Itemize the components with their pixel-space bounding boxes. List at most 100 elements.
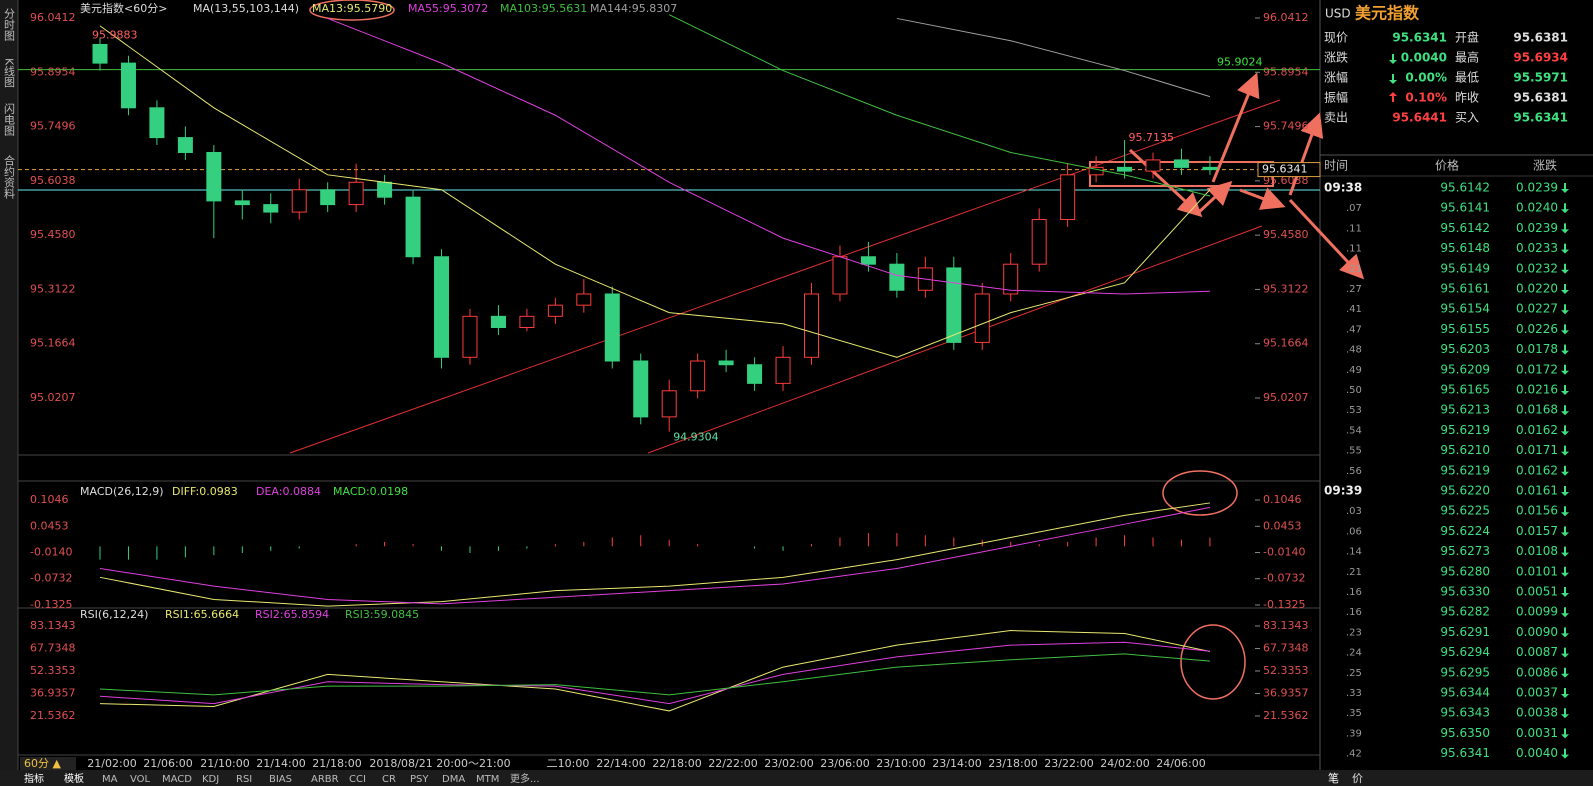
tick-price: 95.6210 bbox=[1440, 443, 1490, 457]
toolbar-tab[interactable]: VOL bbox=[130, 774, 151, 785]
tick-change: 0.0232 bbox=[1516, 261, 1558, 275]
period-box bbox=[20, 757, 76, 770]
last-box bbox=[1257, 162, 1321, 178]
y-tick-label: 95.4580 bbox=[1263, 228, 1309, 241]
y-tick-label: 96.0412 bbox=[30, 11, 76, 24]
toolbar-tab[interactable]: RSI bbox=[236, 774, 252, 785]
rsi-legend: RSI2:65.8594 bbox=[255, 608, 329, 621]
ma-line bbox=[668, 14, 1211, 197]
toolbar-tab[interactable]: PSY bbox=[410, 774, 429, 785]
last-label: 95.6341 bbox=[1262, 163, 1308, 176]
toolbar-tab[interactable]: 更多... bbox=[510, 772, 540, 785]
tick-change: 0.0031 bbox=[1516, 726, 1558, 740]
toolbar-tab[interactable]: 笔 bbox=[1328, 771, 1339, 785]
y-tick-label: 95.8954 bbox=[1263, 65, 1309, 78]
toolbar-tab[interactable]: 模板 bbox=[64, 772, 84, 785]
candle-body bbox=[149, 107, 165, 139]
tick-change: 0.0171 bbox=[1516, 443, 1558, 457]
tick-price: 95.6280 bbox=[1440, 564, 1490, 578]
toolbar-tab[interactable]: BIAS bbox=[269, 774, 292, 785]
side-tab[interactable]: 分时图 bbox=[3, 8, 16, 42]
macd-legend: MACD:0.0198 bbox=[333, 485, 408, 498]
toolbar-tab[interactable]: CCI bbox=[349, 774, 366, 785]
rsi-line bbox=[99, 653, 1210, 696]
tick-arrow bbox=[1561, 667, 1569, 678]
tick-time: .24 bbox=[1346, 648, 1362, 659]
tick-arrow bbox=[1561, 183, 1569, 193]
tick-time: .06 bbox=[1346, 526, 1362, 537]
y-tick-label: 95.3122 bbox=[1263, 282, 1309, 295]
tick-change: 0.0227 bbox=[1516, 302, 1558, 316]
tick-arrow bbox=[1561, 385, 1569, 395]
x-tick-label: 22/14:00 bbox=[596, 757, 645, 770]
high-label: 95.7135 bbox=[1129, 131, 1175, 144]
candle-body bbox=[860, 256, 876, 265]
ma-label: MA(13,55,103,144) bbox=[193, 2, 299, 15]
toolbar-tab[interactable]: 价 bbox=[1352, 772, 1363, 785]
tick-time: .07 bbox=[1346, 203, 1362, 214]
tick-price: 95.6350 bbox=[1440, 726, 1490, 740]
y-tick-label: 0.0453 bbox=[30, 519, 69, 532]
ticks-header: 时间 bbox=[1324, 159, 1348, 173]
x-tick-label: 24/06:00 bbox=[1156, 757, 1205, 770]
quote-value: 95.6381 bbox=[1513, 31, 1568, 45]
tick-change: 0.0101 bbox=[1516, 564, 1558, 578]
x-tick-label: 21/06:00 bbox=[143, 757, 192, 770]
tick-arrow bbox=[1561, 546, 1569, 557]
tick-change: 0.0172 bbox=[1516, 362, 1558, 376]
tick-time: .23 bbox=[1346, 627, 1362, 638]
x-tick-label: 22/22:00 bbox=[708, 757, 757, 770]
rsi-legend: RSI1:65.6664 bbox=[165, 608, 239, 621]
rsi-legend: RSI3:59.0845 bbox=[345, 608, 419, 621]
tick-time: .42 bbox=[1346, 749, 1362, 760]
quote-value: 95.5971 bbox=[1513, 71, 1568, 85]
tick-change: 0.0040 bbox=[1516, 746, 1558, 760]
trend-arrow bbox=[1389, 54, 1397, 64]
y-tick-label: 21.5362 bbox=[30, 709, 76, 722]
tick-price: 95.6330 bbox=[1440, 585, 1490, 599]
tick-price: 95.6273 bbox=[1440, 544, 1490, 558]
tick-change: 0.0216 bbox=[1516, 383, 1558, 397]
tick-time: .11 bbox=[1346, 223, 1362, 234]
y-tick-label: -0.0140 bbox=[30, 546, 72, 559]
toolbar-tab[interactable]: KDJ bbox=[202, 774, 219, 785]
tick-change: 0.0239 bbox=[1516, 181, 1558, 195]
rsi-label: RSI(6,12,24) bbox=[80, 608, 148, 621]
tick-price: 95.6282 bbox=[1440, 605, 1490, 619]
toolbar-tab[interactable]: 指标 bbox=[24, 772, 44, 785]
side-tab[interactable]: 闪电图 bbox=[3, 102, 16, 137]
y-tick-label: -0.1325 bbox=[1263, 598, 1305, 611]
tick-change: 0.0168 bbox=[1516, 403, 1558, 417]
candle-body bbox=[462, 315, 478, 358]
tick-change: 0.0086 bbox=[1516, 665, 1558, 679]
toolbar-tab[interactable]: MACD bbox=[162, 774, 192, 785]
quote-label: 最低 bbox=[1455, 71, 1479, 85]
y-tick-label: 67.7348 bbox=[30, 641, 76, 654]
tick-price: 95.6343 bbox=[1440, 706, 1490, 720]
tick-change: 0.0220 bbox=[1516, 282, 1558, 296]
side-tab[interactable]: K线图 bbox=[3, 58, 16, 88]
quote-value: 0.10% bbox=[1405, 91, 1447, 105]
x-tick-label: 24/02:00 bbox=[1100, 757, 1149, 770]
tick-arrow bbox=[1561, 728, 1569, 739]
tick-change: 0.0108 bbox=[1516, 544, 1558, 558]
toolbar-tab[interactable]: MA bbox=[102, 774, 118, 785]
toolbar-tab[interactable]: CR bbox=[382, 774, 396, 785]
quote-label: 现价 bbox=[1324, 31, 1348, 45]
toolbar-tab[interactable]: DMA bbox=[442, 774, 465, 785]
toolbar-tab[interactable]: MTM bbox=[476, 774, 499, 785]
x-tick-label: 21/14:00 bbox=[256, 757, 305, 770]
tick-arrow bbox=[1561, 688, 1569, 698]
x-tick-label: 23/06:00 bbox=[820, 757, 869, 770]
tick-time: .55 bbox=[1346, 446, 1362, 457]
tick-price: 95.6224 bbox=[1440, 524, 1490, 538]
x-tick-label: 21/10:00 bbox=[200, 757, 249, 770]
candle-body bbox=[1145, 159, 1161, 172]
y-tick-label: 95.6038 bbox=[1263, 174, 1309, 187]
side-tab[interactable]: 合约资料 bbox=[3, 154, 16, 200]
trend-arrow bbox=[1389, 74, 1397, 84]
quote-value: 95.6381 bbox=[1513, 91, 1568, 105]
toolbar-tab[interactable]: ARBR bbox=[311, 774, 339, 785]
period[interactable]: 60分 ▲ bbox=[24, 757, 61, 770]
